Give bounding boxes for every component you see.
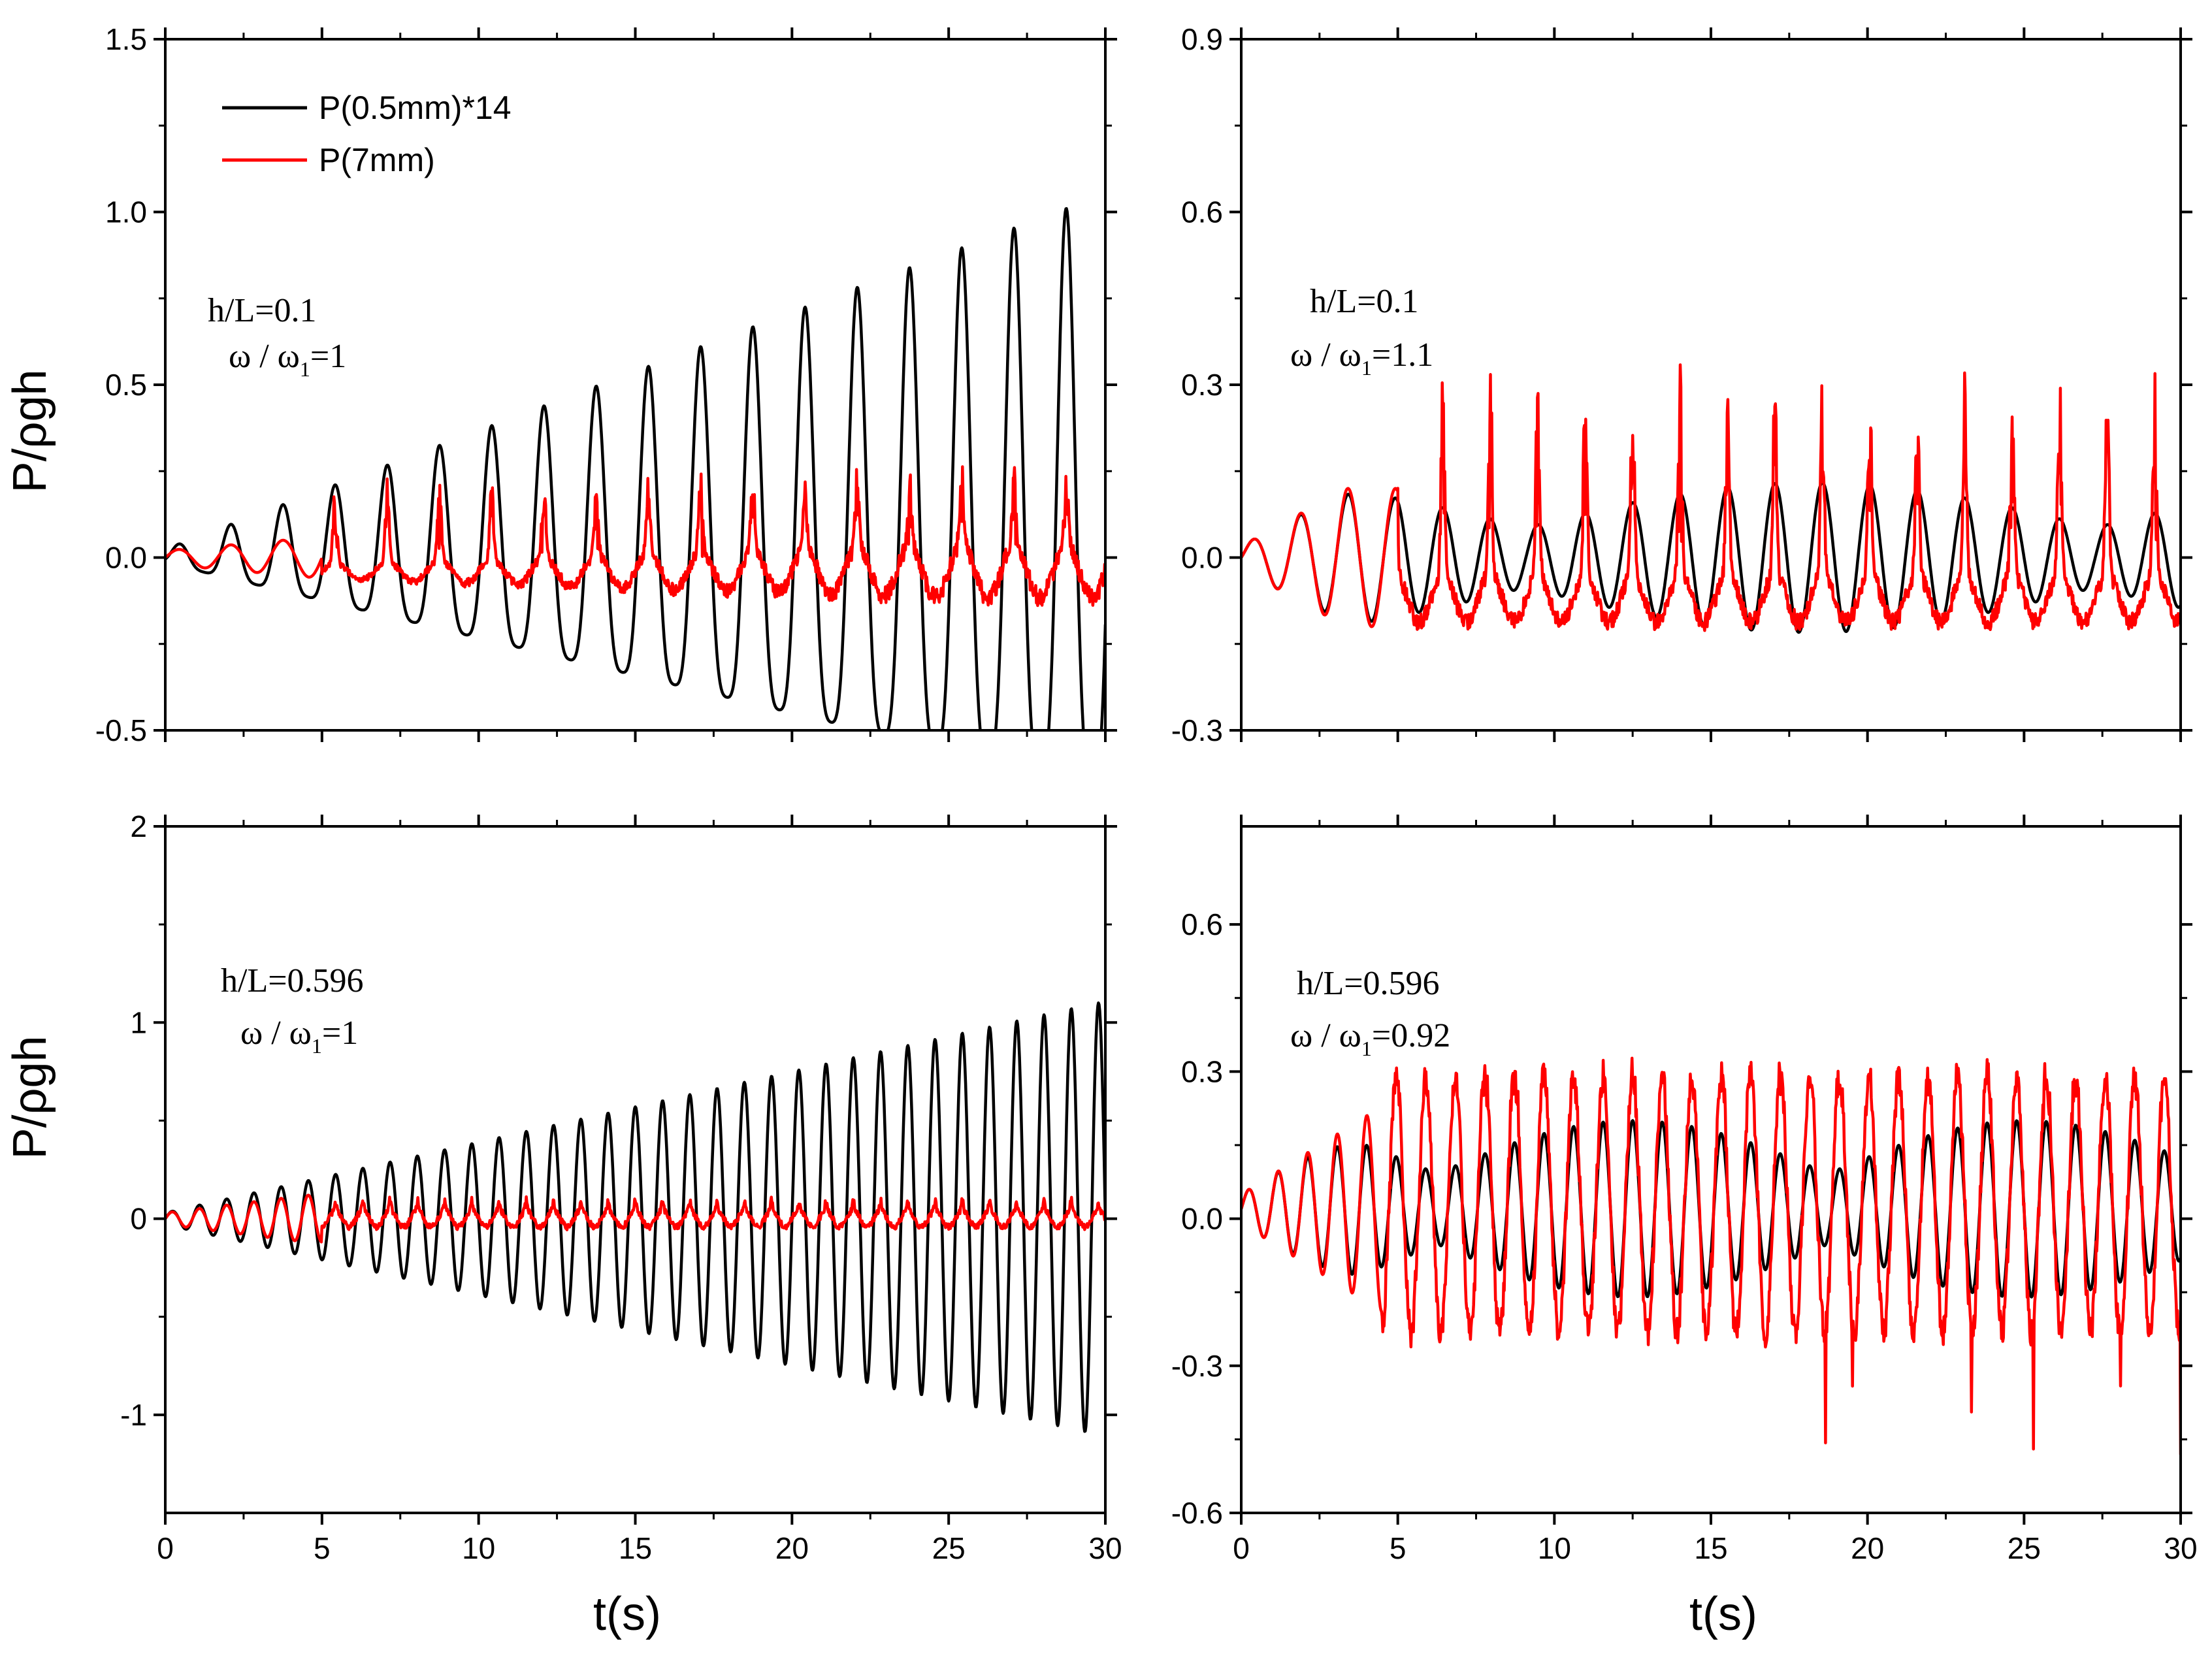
omega-ratio: =1 [310, 338, 346, 375]
legend: P(0.5mm)*14 P(7mm) [222, 89, 512, 178]
x-tick-label: 15 [1694, 1531, 1727, 1565]
y-tick-label: 0.0 [105, 541, 147, 575]
y-tick-label: -0.6 [1171, 1496, 1223, 1530]
y-tick-label: -0.3 [1171, 1349, 1223, 1383]
panel-top-right: -0.3 0.0 0.3 0.6 0.9 [1171, 22, 2192, 747]
omega-subscript: 1 [1361, 356, 1372, 380]
plot-frame [164, 825, 1107, 1514]
y-axis-title-top: P/ρgh [4, 369, 56, 493]
panel-bottom-right: 0 5 10 15 20 25 30 -0.6 -0.3 0.0 0.3 0.6 [1171, 815, 2198, 1565]
annotation-line1: h/L=0.596 [1297, 965, 1440, 1002]
y-tick-label: 1.0 [105, 195, 147, 229]
x-tick-label: 5 [314, 1531, 331, 1565]
annotation-omega: ω / ω1=1 [229, 338, 346, 381]
y-tick-label: 0.6 [1181, 907, 1223, 941]
x-tick-label: 10 [462, 1531, 495, 1565]
y-tick-label: 0 [130, 1202, 147, 1236]
y-tick-label: -0.3 [1171, 713, 1223, 747]
x-tick-label: 25 [2008, 1531, 2041, 1565]
series-line-red [1241, 1056, 2181, 1455]
y-tick-label: 0.0 [1181, 1202, 1223, 1236]
x-tick-label: 30 [1088, 1531, 1122, 1565]
series-group [1241, 1056, 2181, 1455]
y-tick-label: 0.6 [1181, 195, 1223, 229]
x-tick-label: 30 [2164, 1531, 2197, 1565]
x-axis-title-left: t(s) [593, 1588, 661, 1640]
omega-subscript: 1 [1361, 1037, 1372, 1060]
y-tick-label: 1.5 [105, 22, 147, 56]
omega-ratio: =1.1 [1372, 336, 1433, 374]
legend-label-red: P(7mm) [319, 142, 435, 178]
series-group [165, 207, 1105, 730]
annotation-bottom-left: h/L=0.596 ω / ω1=1 [221, 962, 364, 1058]
y-axis-title-bottom: P/ρgh [4, 1035, 56, 1159]
series-line-black [165, 1001, 1105, 1433]
legend-label-black: P(0.5mm)*14 [319, 89, 512, 126]
series-group [1241, 363, 2181, 634]
y-tick-label: 0.5 [105, 368, 147, 402]
omega-text: ω / ω [229, 338, 300, 375]
annotation-line1: h/L=0.1 [1310, 283, 1419, 320]
omega-text: ω / ω [240, 1014, 312, 1052]
x-tick-label: 10 [1538, 1531, 1571, 1565]
omega-subscript: 1 [300, 357, 310, 381]
y-tick-label: 0.9 [1181, 22, 1223, 56]
annotation-top-right: h/L=0.1 ω / ω1=1.1 [1290, 283, 1433, 380]
annotation-omega: ω / ω1=1 [240, 1014, 358, 1058]
y-tick-label: -1 [120, 1398, 147, 1432]
omega-text: ω / ω [1290, 1017, 1361, 1054]
series-line-red [1241, 363, 2181, 632]
x-tick-label: 0 [157, 1531, 174, 1565]
series-line-red [165, 1193, 1105, 1244]
annotation-line1: h/L=0.596 [221, 962, 364, 999]
x-tick-label: 20 [1851, 1531, 1884, 1565]
x-tick-label: 5 [1390, 1531, 1407, 1565]
series-line-red [165, 465, 1105, 608]
panel-top-left: -0.5 0.0 0.5 1.0 1.5 [95, 22, 1117, 747]
y-tick-label: 0.0 [1181, 541, 1223, 575]
x-tick-label: 15 [619, 1531, 652, 1565]
plot-frame [164, 38, 1107, 732]
omega-text: ω / ω [1290, 336, 1361, 374]
omega-subscript: 1 [312, 1034, 322, 1058]
omega-ratio: =1 [322, 1014, 358, 1052]
y-tick-label: 1 [130, 1005, 147, 1039]
y-tick-label: 0.3 [1181, 1054, 1223, 1088]
annotation-omega: ω / ω1=1.1 [1290, 336, 1433, 380]
x-tick-label: 20 [775, 1531, 809, 1565]
annotation-top-left: h/L=0.1 ω / ω1=1 [208, 292, 346, 381]
annotation-omega: ω / ω1=0.92 [1290, 1017, 1450, 1060]
y-tick-label: 0.3 [1181, 368, 1223, 402]
x-axis-title-right: t(s) [1689, 1588, 1757, 1640]
panel-bottom-left: 0 5 10 15 20 25 30 -1 0 1 2 [120, 809, 1122, 1565]
y-tick-label: -0.5 [95, 713, 147, 747]
annotation-line1: h/L=0.1 [208, 292, 317, 329]
y-tick-label: 2 [130, 809, 147, 843]
omega-ratio: =0.92 [1372, 1017, 1450, 1054]
series-group [165, 1001, 1105, 1433]
x-tick-label: 0 [1233, 1531, 1250, 1565]
x-tick-label: 25 [932, 1531, 966, 1565]
annotation-bottom-right: h/L=0.596 ω / ω1=0.92 [1290, 965, 1450, 1060]
plot-frame [1240, 38, 2182, 732]
